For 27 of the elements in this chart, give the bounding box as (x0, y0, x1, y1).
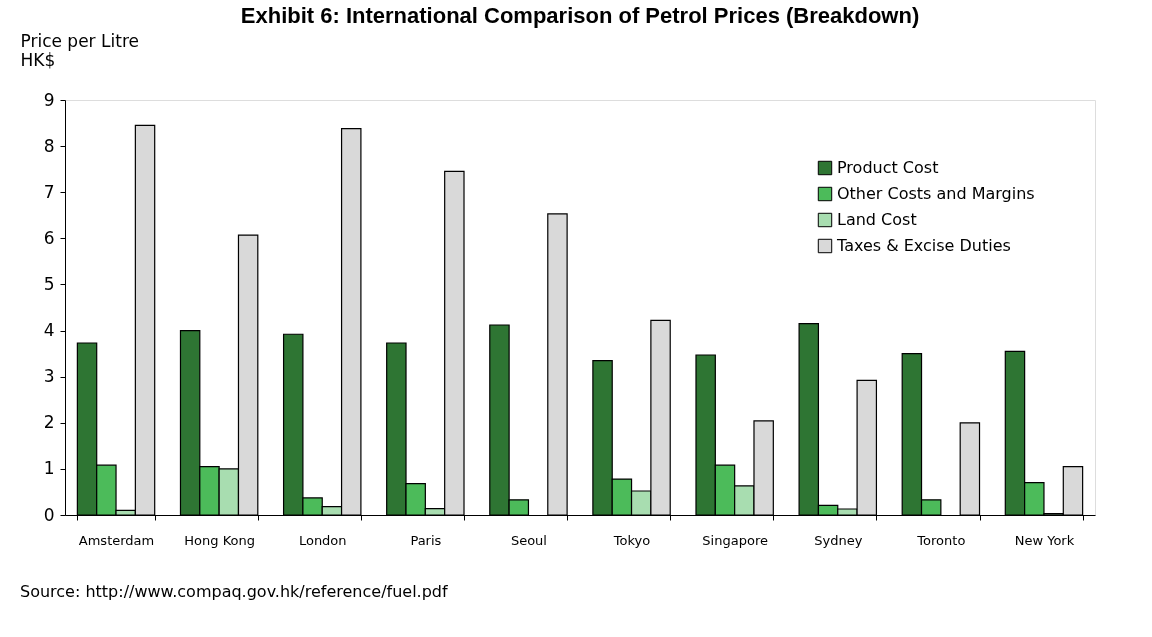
source-note: Source: http://www.compaq.gov.hk/reference/fuel.pdf (20, 582, 448, 601)
legend-label: Other Costs and Margins (837, 184, 1035, 203)
y-tick-label: 7 (43, 181, 55, 202)
x-tick-label: New York (1014, 532, 1075, 548)
y-tick-label: 9 (43, 89, 55, 110)
x-tick-label: London (298, 532, 347, 548)
y-axis-title: Price per Litre HK$ (20, 30, 139, 70)
y-tick-label: 8 (43, 135, 55, 156)
x-tick-label: Toronto (916, 532, 966, 548)
legend-label: Taxes & Excise Duties (836, 236, 1011, 255)
chart-title: Exhibit 6: International Comparison of Petrol Prices (Breakdown) (240, 3, 920, 28)
x-tick-label: Seoul (510, 532, 547, 548)
x-tick-label: Amsterdam (78, 532, 155, 548)
legend-label: Land Cost (837, 210, 917, 229)
y-tick-label: 0 (43, 504, 55, 525)
x-tick-label: Paris (410, 532, 442, 548)
y-tick-label: 3 (43, 366, 55, 387)
y-tick-label: 2 (43, 412, 55, 433)
y-tick-label: 6 (43, 227, 55, 248)
y-tick-label: 1 (43, 458, 55, 479)
x-tick-label: Tokyo (612, 532, 651, 548)
legend-label: Product Cost (837, 158, 939, 177)
x-tick-label: Singapore (702, 532, 768, 548)
x-tick-label: Sydney (814, 532, 863, 548)
y-tick-label: 5 (43, 273, 55, 294)
x-tick-label: Hong Kong (184, 532, 255, 548)
y-tick-label: 4 (43, 320, 55, 341)
